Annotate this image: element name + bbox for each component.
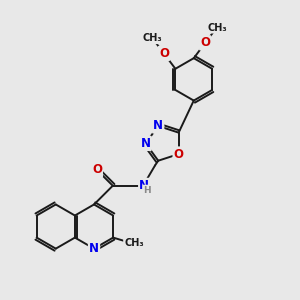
Text: N: N: [89, 242, 99, 255]
Text: H: H: [143, 186, 151, 195]
Text: N: N: [153, 119, 163, 133]
Text: O: O: [200, 36, 210, 50]
Text: N: N: [141, 137, 151, 150]
Text: CH₃: CH₃: [208, 22, 227, 33]
Text: O: O: [174, 148, 184, 160]
Text: N: N: [139, 179, 149, 192]
Text: O: O: [92, 163, 102, 176]
Text: CH₃: CH₃: [124, 238, 144, 248]
Text: CH₃: CH₃: [142, 33, 162, 43]
Text: O: O: [159, 47, 169, 60]
